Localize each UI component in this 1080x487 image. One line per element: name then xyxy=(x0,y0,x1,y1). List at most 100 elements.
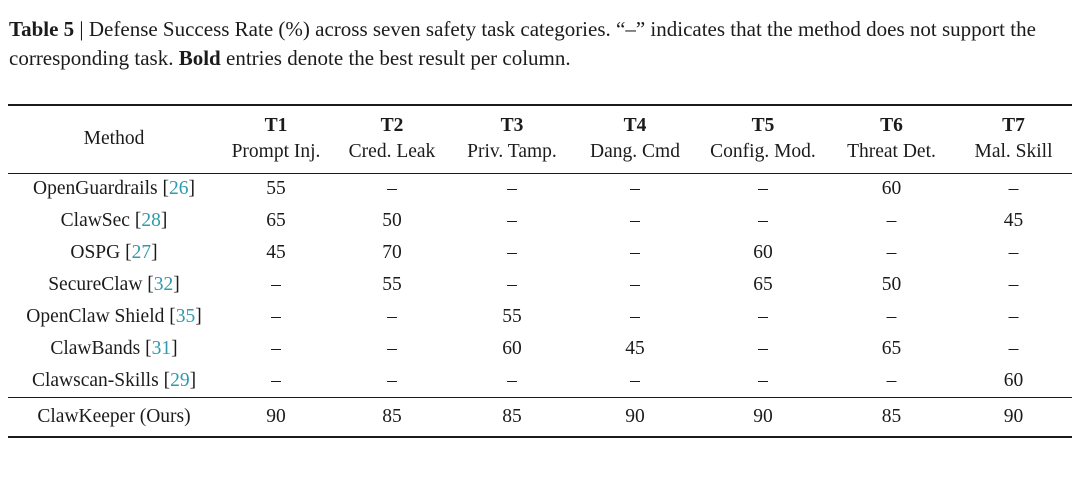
column-code: T6 xyxy=(880,115,903,137)
value-cell: – xyxy=(271,306,281,327)
value-cell: – xyxy=(271,369,281,391)
method-cell: ClawBands [31] xyxy=(8,333,220,365)
column-header-t3: T3 Priv. Tamp. xyxy=(452,105,572,173)
citation-number[interactable]: 35 xyxy=(175,306,196,327)
value-cell: 90 xyxy=(753,405,773,427)
value-cell: 60 xyxy=(881,178,902,200)
column-sublabel: Priv. Tamp. xyxy=(467,141,557,163)
column-code: T3 xyxy=(500,115,524,137)
method-cell: OpenClaw Shield [35] xyxy=(8,301,220,333)
column-header-t2: T2 Cred. Leak xyxy=(332,105,452,173)
citation-link[interactable]: [27] xyxy=(125,242,158,263)
header-row: Method T1 Prompt Inj. T2 Cred. Leak T3 Priv… xyxy=(8,105,1072,173)
value-cell: – xyxy=(630,306,640,327)
value-cell: 65 xyxy=(881,338,902,359)
value-cell: – xyxy=(886,210,897,231)
method-cell: ClawSec [28] xyxy=(8,205,220,237)
value-cell: – xyxy=(507,274,517,295)
citation-number[interactable]: 31 xyxy=(151,338,172,359)
caption-bold-word: Bold xyxy=(178,46,221,70)
citation-number[interactable]: 32 xyxy=(153,274,174,295)
citation-number[interactable]: 28 xyxy=(141,210,161,231)
value-cell: – xyxy=(758,178,768,200)
caption-table-number: Table 5 xyxy=(9,17,75,41)
value-cell: – xyxy=(758,338,768,359)
value-cell: – xyxy=(630,242,640,263)
column-header-t1: T1 Prompt Inj. xyxy=(220,105,332,173)
column-header-t4: T4 Dang. Cmd xyxy=(572,105,698,173)
value-cell: – xyxy=(1008,178,1019,200)
value-cell: 90 xyxy=(625,405,645,427)
value-cell: 70 xyxy=(382,242,402,263)
table-row: ClawSec [28] 65 50 – – – – 45 xyxy=(8,205,1072,237)
citation-link[interactable]: [26] xyxy=(162,178,195,200)
value-cell: – xyxy=(1008,274,1019,295)
method-name: Clawscan-Skills xyxy=(31,369,159,391)
table-row: OpenClaw Shield [35] – – 55 – – – – xyxy=(8,301,1072,333)
value-cell: 60 xyxy=(1003,369,1024,391)
value-cell: – xyxy=(387,369,397,391)
citation-link[interactable]: [29] xyxy=(163,369,197,391)
value-cell: 45 xyxy=(266,242,286,263)
value-cell: – xyxy=(1008,306,1019,327)
column-sublabel: Cred. Leak xyxy=(348,141,436,163)
value-cell: – xyxy=(271,338,281,359)
citation-number[interactable]: 27 xyxy=(131,242,152,263)
table-row: SecureClaw [32] – 55 – – 65 50 – xyxy=(8,269,1072,301)
value-cell: – xyxy=(507,178,517,200)
table-row: OSPG [27] 45 70 – – 60 – – xyxy=(8,237,1072,269)
value-cell: – xyxy=(758,210,768,231)
column-header-t7: T7 Mal. Skill xyxy=(955,105,1072,173)
method-cell: OSPG [27] xyxy=(8,237,220,269)
value-cell: 85 xyxy=(881,405,902,427)
citation-link[interactable]: [35] xyxy=(169,306,202,327)
caption-text: Defense Success Rate (%) across seven sa… xyxy=(9,17,1036,70)
column-sublabel: Prompt Inj. xyxy=(231,141,321,163)
value-cell: – xyxy=(886,306,897,327)
value-cell: – xyxy=(507,242,517,263)
ours-row: ClawKeeper (Ours) 90 85 85 90 90 85 90 xyxy=(8,397,1072,437)
method-name: OpenGuardrails xyxy=(33,178,158,200)
table-caption: Table 5 | Defense Success Rate (%) acros… xyxy=(9,15,1075,73)
citation-link[interactable]: [32] xyxy=(147,274,180,295)
method-name: OpenClaw Shield xyxy=(26,306,165,327)
column-code: T1 xyxy=(264,115,288,137)
value-cell: 60 xyxy=(502,338,522,359)
value-cell: – xyxy=(271,274,281,295)
column-sublabel: Mal. Skill xyxy=(974,141,1053,163)
value-cell: 60 xyxy=(753,242,773,263)
value-cell: – xyxy=(630,210,640,231)
value-cell: – xyxy=(886,242,897,263)
value-cell: 85 xyxy=(502,405,522,427)
column-header-t5: T5 Config. Mod. xyxy=(698,105,828,173)
column-sublabel: Config. Mod. xyxy=(710,141,816,163)
citation-link[interactable]: [28] xyxy=(134,210,168,231)
citation-link[interactable]: [31] xyxy=(145,338,178,359)
method-name: SecureClaw xyxy=(48,274,143,295)
value-cell: – xyxy=(387,338,397,359)
method-name: ClawSec xyxy=(60,210,130,231)
caption-text-tail: entries denote the best result per colum… xyxy=(226,46,571,70)
value-cell: 90 xyxy=(266,405,286,427)
citation-number[interactable]: 26 xyxy=(168,178,189,200)
value-cell: 65 xyxy=(753,274,773,295)
citation-number[interactable]: 29 xyxy=(170,369,190,391)
value-cell: – xyxy=(758,369,768,391)
value-cell: – xyxy=(630,274,640,295)
value-cell: 90 xyxy=(1003,405,1024,427)
value-cell: – xyxy=(387,306,397,327)
value-cell: – xyxy=(1008,242,1019,263)
value-cell: – xyxy=(507,369,517,391)
column-sublabel: Dang. Cmd xyxy=(590,141,680,163)
method-name: ClawBands xyxy=(50,338,141,359)
method-cell: SecureClaw [32] xyxy=(8,269,220,301)
method-cell: ClawKeeper (Ours) xyxy=(37,405,191,427)
value-cell: 50 xyxy=(881,274,902,295)
column-header-t6: T6 Threat Det. xyxy=(828,105,955,173)
column-header-method: Method xyxy=(83,128,145,150)
value-cell: – xyxy=(630,178,640,200)
value-cell: – xyxy=(630,369,640,391)
method-cell: OpenGuardrails [26] xyxy=(8,173,220,205)
value-cell: 85 xyxy=(382,405,402,427)
method-cell: Clawscan-Skills [29] xyxy=(8,365,220,397)
